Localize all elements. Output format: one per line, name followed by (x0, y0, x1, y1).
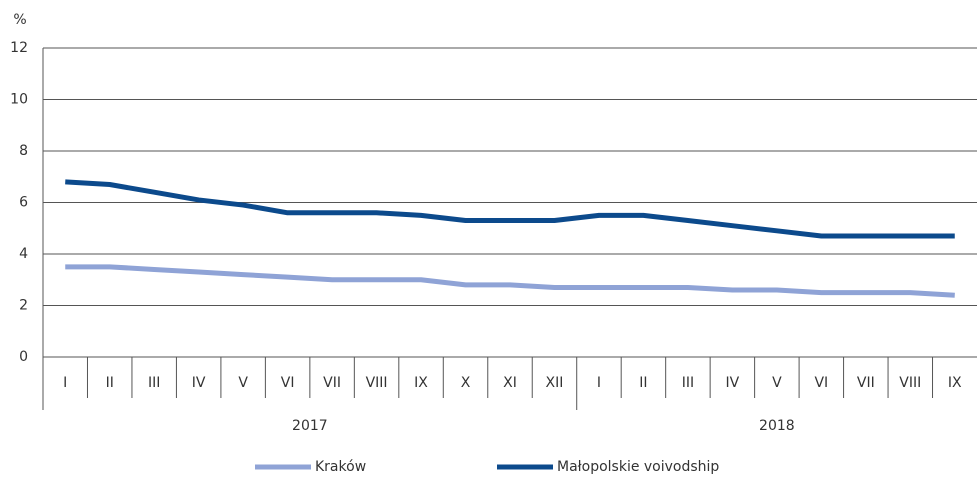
y-tick-label: 12 (10, 40, 28, 56)
y-tick-label: 8 (19, 143, 28, 159)
x-tick-label: III (148, 375, 160, 391)
x-tick-label: IV (726, 375, 740, 391)
x-tick-label: II (106, 375, 114, 391)
y-tick-label: 2 (19, 298, 28, 314)
legend-label: Kraków (315, 459, 366, 475)
x-tick-label: IV (192, 375, 206, 391)
x-tick-label: I (63, 375, 67, 391)
x-tick-label: IX (948, 375, 962, 391)
x-group-label: 2017 (292, 418, 328, 434)
x-tick-label: VIII (366, 375, 388, 391)
x-tick-label: X (461, 375, 471, 391)
x-group-label: 2018 (759, 418, 795, 434)
x-tick-label: V (238, 375, 248, 391)
x-tick-label: VII (323, 375, 341, 391)
y-tick-label: 0 (19, 349, 28, 365)
x-tick-label: VIII (899, 375, 921, 391)
x-tick-label: I (597, 375, 601, 391)
x-tick-label: IX (414, 375, 428, 391)
x-tick-label: VI (281, 375, 295, 391)
x-tick-label: II (639, 375, 647, 391)
x-tick-label: VII (857, 375, 875, 391)
series-line (65, 179, 955, 239)
legend-label: Małopolskie voivodship (557, 459, 719, 475)
y-tick-label: 10 (10, 92, 28, 108)
x-tick-label: XII (546, 375, 564, 391)
y-tick-label: 4 (19, 246, 28, 262)
x-tick-label: XI (503, 375, 517, 391)
series-line (65, 264, 955, 298)
y-axis-label: % (13, 12, 26, 28)
y-tick-label: 6 (19, 195, 28, 211)
x-tick-label: V (772, 375, 782, 391)
x-tick-label: III (682, 375, 694, 391)
x-tick-label: VI (814, 375, 828, 391)
